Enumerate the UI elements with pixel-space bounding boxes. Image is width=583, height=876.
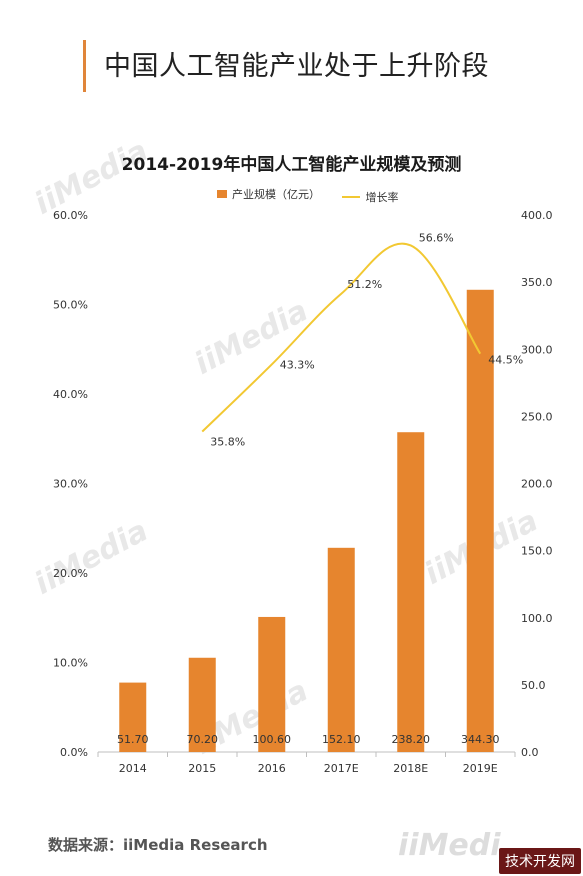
- y-right-tick-label: 200.0: [521, 478, 553, 491]
- y-right-tick-label: 350.0: [521, 276, 553, 289]
- legend-item-line: 增长率: [341, 189, 399, 205]
- x-tick-label: 2019E: [463, 762, 498, 775]
- x-tick-label: 2014: [119, 762, 147, 775]
- data-source: 数据来源：iiMedia Research: [48, 836, 268, 854]
- bar-value-label: 51.70: [117, 733, 149, 746]
- bar: [466, 289, 494, 752]
- y-left-tick-label: 10.0%: [53, 657, 88, 670]
- bar-value-label: 100.60: [253, 733, 292, 746]
- y-left-tick-label: 60.0%: [53, 209, 88, 222]
- y-right-tick-label: 400.0: [521, 209, 553, 222]
- x-tick-label: 2015: [188, 762, 216, 775]
- y-right-tick-label: 150.0: [521, 545, 553, 558]
- bar: [397, 432, 425, 752]
- chart-legend: 产业规模（亿元） 增长率: [217, 186, 417, 205]
- growth-rate-line: [201, 242, 482, 433]
- bar-value-label: 152.10: [322, 733, 361, 746]
- bar: [258, 616, 286, 752]
- legend-bar-label: 产业规模（亿元）: [232, 188, 320, 201]
- page-title: 中国人工智能产业处于上升阶段: [104, 51, 489, 82]
- y-right-tick-label: 300.0: [521, 343, 553, 356]
- title-accent-bar: [83, 40, 86, 92]
- y-right-tick-label: 0.0: [521, 746, 539, 759]
- chart-title: 2014-2019年中国人工智能产业规模及预测: [121, 155, 462, 175]
- bar-value-label: 344.30: [461, 733, 500, 746]
- y-right-tick-label: 100.0: [521, 612, 553, 625]
- iimedia-logo: iiMedi: [398, 828, 501, 863]
- site-badge: 技术开发网: [499, 848, 581, 874]
- legend-item-bar: 产业规模（亿元）: [217, 186, 320, 202]
- y-left-tick-label: 40.0%: [53, 388, 88, 401]
- bar-value-label: 238.20: [392, 733, 431, 746]
- y-left-tick-label: 0.0%: [60, 746, 88, 759]
- bar: [188, 657, 216, 752]
- x-tick-label: 2018E: [393, 762, 428, 775]
- y-right-tick-label: 50.0: [521, 679, 546, 692]
- y-left-tick-label: 50.0%: [53, 299, 88, 312]
- line-value-label: 56.6%: [419, 231, 454, 244]
- y-right-tick-label: 250.0: [521, 410, 553, 423]
- x-tick-label: 2016: [258, 762, 286, 775]
- line-value-label: 43.3%: [280, 358, 315, 371]
- legend-line-swatch: [341, 196, 360, 198]
- legend-bar-swatch: [217, 190, 227, 198]
- y-left-tick-label: 30.0%: [53, 478, 88, 491]
- line-value-label: 35.8%: [210, 436, 245, 449]
- y-left-tick-label: 20.0%: [53, 567, 88, 580]
- bar: [327, 547, 355, 752]
- line-value-label: 44.5%: [488, 354, 523, 367]
- x-tick-label: 2017E: [324, 762, 359, 775]
- bar-value-label: 70.20: [187, 733, 219, 746]
- bar: [119, 682, 147, 752]
- legend-line-label: 增长率: [365, 191, 399, 204]
- line-value-label: 51.2%: [347, 278, 382, 291]
